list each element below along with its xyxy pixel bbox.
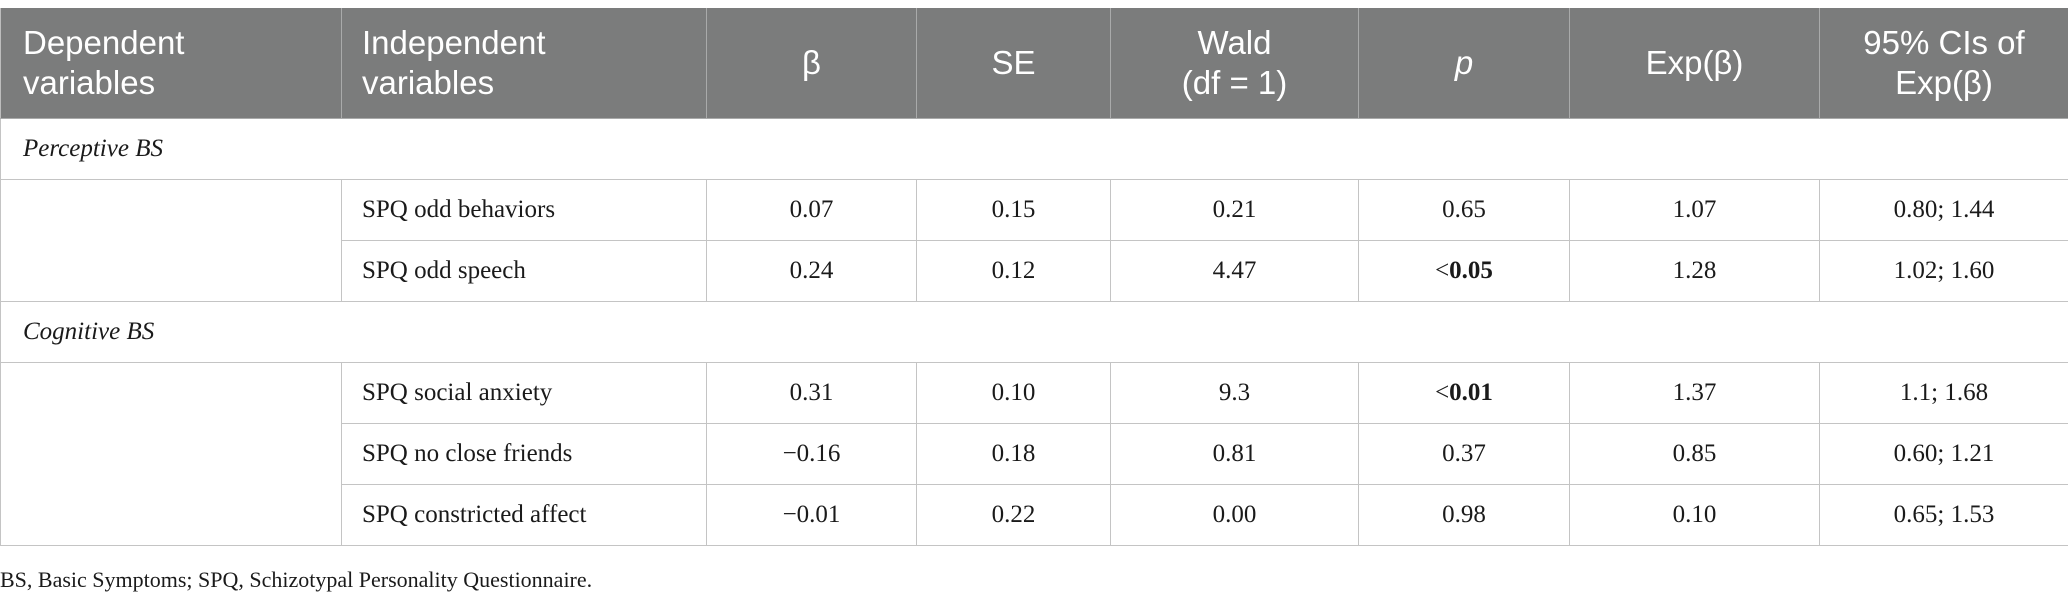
se-value: 0.22 [916,483,1111,546]
regression-table: Dependent variables Independent variables … [0,8,2068,546]
exp-beta-value: 1.07 [1569,178,1820,241]
group-label: Perceptive BS [0,117,2068,180]
table-row: SPQ constricted affect −0.01 0.22 0.00 0… [1,483,2068,546]
ci-value: 0.80; 1.44 [1819,178,2068,241]
wald-value: 0.81 [1110,422,1359,485]
header-exp-beta: Exp(β) [1569,8,1820,119]
p-value: 0.98 [1358,483,1570,546]
p-value: 0.65 [1358,178,1570,241]
wald-value: 0.00 [1110,483,1359,546]
beta-value: 0.24 [706,239,917,302]
table-footnote: BS, Basic Symptoms; SPQ, Schizotypal Per… [0,567,593,592]
p-value: 0.37 [1358,422,1570,485]
independent-variable: SPQ odd speech [341,239,707,302]
beta-value: 0.31 [706,361,917,424]
dependent-cell-blank [0,178,342,302]
ci-value: 0.65; 1.53 [1819,483,2068,546]
independent-variable: SPQ odd behaviors [341,178,707,241]
header-wald: Wald (df = 1) [1110,8,1359,119]
beta-value: 0.07 [706,178,917,241]
se-value: 0.12 [916,239,1111,302]
regression-table-container: Dependent variables Independent variables … [0,8,2068,546]
table-row: SPQ no close friends −0.16 0.18 0.81 0.3… [1,422,2068,485]
dependent-cell-blank [0,361,342,546]
exp-beta-value: 1.37 [1569,361,1820,424]
beta-value: −0.01 [706,483,917,546]
group-row-perceptive: Perceptive BS [0,117,2068,180]
se-value: 0.10 [916,361,1111,424]
ci-value: 0.60; 1.21 [1819,422,2068,485]
table-row: SPQ social anxiety 0.31 0.10 9.3 <0.01 1… [0,361,2068,546]
header-p-value: p [1358,8,1570,119]
header-se: SE [916,8,1111,119]
wald-value: 9.3 [1110,361,1359,424]
independent-variable: SPQ social anxiety [341,361,707,424]
header-beta: β [706,8,917,119]
independent-variable: SPQ no close friends [341,422,707,485]
wald-value: 4.47 [1110,239,1359,302]
ci-value: 1.02; 1.60 [1819,239,2068,302]
wald-value: 0.21 [1110,178,1359,241]
header-dependent-variables: Dependent variables [0,8,342,119]
group-row-cognitive: Cognitive BS [0,300,2068,363]
header-confidence-interval: 95% CIs of Exp(β) [1819,8,2068,119]
header-independent-variables: Independent variables [341,8,707,119]
exp-beta-value: 0.85 [1569,422,1820,485]
ci-value: 1.1; 1.68 [1819,361,2068,424]
group-label: Cognitive BS [0,300,2068,363]
p-value: <0.05 [1358,239,1570,302]
independent-variable: SPQ constricted affect [341,483,707,546]
beta-value: −0.16 [706,422,917,485]
exp-beta-value: 0.10 [1569,483,1820,546]
se-value: 0.15 [916,178,1111,241]
se-value: 0.18 [916,422,1111,485]
p-value: <0.01 [1358,361,1570,424]
exp-beta-value: 1.28 [1569,239,1820,302]
header-row: Dependent variables Independent variables … [0,8,2068,119]
table-row: SPQ odd behaviors 0.07 0.15 0.21 0.65 1.… [0,178,2068,302]
